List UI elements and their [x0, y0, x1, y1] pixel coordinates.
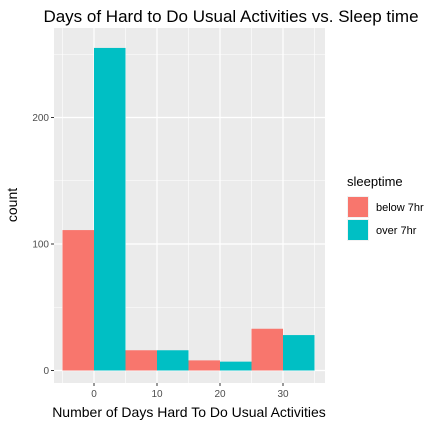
legend-label: over 7hr	[376, 225, 417, 237]
legend-swatch	[348, 197, 368, 217]
x-tick-label: 20	[214, 389, 226, 400]
bar-below-7hr-bin-3	[251, 328, 283, 371]
bar-over-7hr-bin-1	[157, 350, 189, 371]
x-tick-label: 0	[91, 389, 97, 400]
y-tick-label: 100	[32, 240, 49, 251]
x-tick-label: 10	[151, 389, 163, 400]
y-tick-label: 0	[43, 366, 49, 377]
legend-swatch	[348, 220, 368, 240]
x-tick-label: 30	[277, 389, 289, 400]
chart-title: Days of Hard to Do Usual Activities vs. …	[43, 7, 418, 26]
x-axis-title: Number of Days Hard To Do Usual Activiti…	[52, 404, 326, 420]
axes: 0 100 200 0 10 20 30	[32, 113, 289, 400]
legend: sleeptime below 7hr over 7hr	[347, 174, 424, 241]
bar-below-7hr-bin-2	[188, 360, 220, 371]
bar-over-7hr-bin-0	[94, 47, 126, 371]
bar-below-7hr-bin-1	[125, 350, 157, 371]
y-axis-title: count	[4, 188, 20, 222]
bar-over-7hr-bin-3	[283, 335, 315, 371]
bar-below-7hr-bin-0	[62, 230, 94, 371]
bar-over-7hr-bin-2	[220, 361, 252, 371]
legend-label: below 7hr	[376, 202, 424, 214]
legend-title: sleeptime	[347, 174, 403, 189]
bars	[62, 47, 315, 371]
y-tick-label: 200	[32, 113, 49, 124]
